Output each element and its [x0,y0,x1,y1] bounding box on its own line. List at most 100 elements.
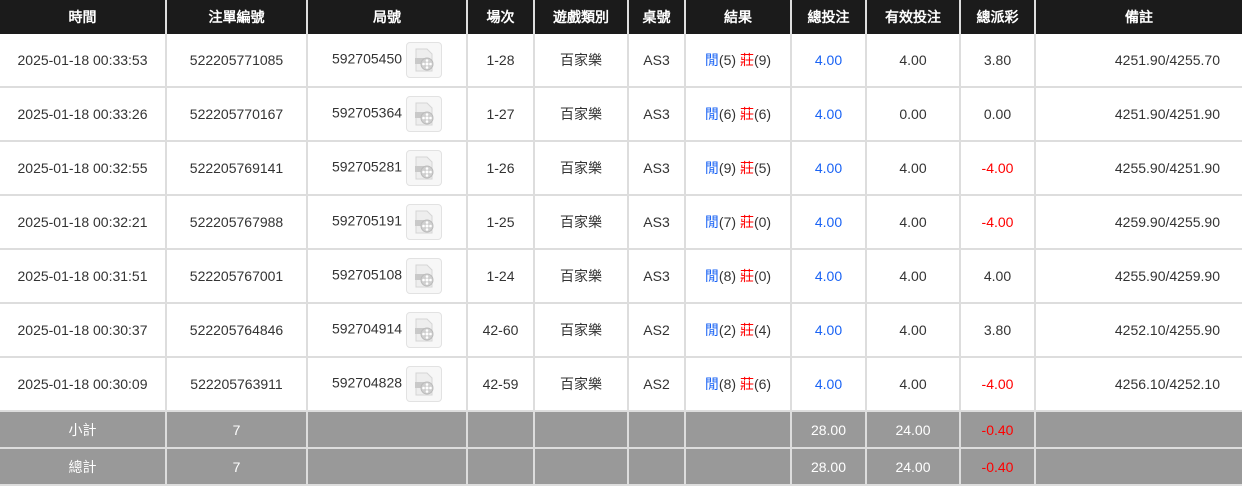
video-replay-icon[interactable] [406,366,443,402]
video-replay-icon[interactable] [406,204,443,240]
note: 4252.10/4255.90 [1034,303,1242,358]
column-header: 局號 [307,0,468,34]
round-id: 592704914 [306,303,468,358]
valid-bet: 4.00 [865,249,961,304]
summary-payout: -0.40 [959,448,1036,486]
table-id: AS3 [627,141,686,196]
banker-label: 莊 [739,160,754,176]
video-replay-icon[interactable] [406,42,443,78]
video-replay-icon[interactable] [406,150,443,186]
result: 閒(6) 莊(6) [684,87,792,142]
shoe: 1-28 [466,34,535,88]
summary-label: 總計 [0,448,167,486]
total-bet: 4.00 [790,195,867,250]
summary-total-bet: 28.00 [790,448,867,486]
total-bet: 4.00 [790,34,867,88]
video-replay-icon[interactable] [406,96,443,132]
shoe: 42-59 [466,357,535,412]
shoe: 42-60 [466,303,535,358]
player-label: 閒 [704,376,719,392]
player-score: (6) [718,106,737,122]
bet-time: 2025-01-18 00:31:51 [0,249,167,304]
valid-bet: 0.00 [865,87,961,142]
payout: 4.00 [959,249,1036,304]
result: 閒(8) 莊(0) [684,249,792,304]
table-row: 2025-01-18 00:30:37 522205764846 5927049… [0,303,1242,358]
shoe: 1-26 [466,141,535,196]
column-header: 備註 [1035,0,1242,34]
column-header: 有效投注 [866,0,961,34]
video-replay-icon[interactable] [406,312,443,348]
banker-score: (6) [753,376,772,392]
game-type: 百家樂 [533,249,629,304]
player-label: 閒 [704,106,719,122]
round-number: 592704914 [331,320,403,337]
valid-bet: 4.00 [865,195,961,250]
table-header: 時間 注單編號 局號 場次 遊戲類別 桌號 結果 總投注 有效投注 總派彩 備註 [0,0,1242,34]
game-type: 百家樂 [533,34,629,88]
video-replay-icon[interactable] [406,258,443,294]
summary-label: 小計 [0,411,167,449]
round-number: 592705191 [331,212,403,229]
note: 4259.90/4255.90 [1034,195,1242,250]
banker-label: 莊 [739,52,754,68]
result: 閒(9) 莊(5) [684,141,792,196]
round-number: 592705450 [331,50,403,67]
bet-id: 522205767001 [165,249,308,304]
table-id: AS3 [627,34,686,88]
round-id: 592705191 [306,195,468,250]
note: 4251.90/4255.70 [1034,34,1242,88]
banker-score: (5) [753,160,772,176]
game-type: 百家樂 [533,357,629,412]
player-score: (2) [718,322,737,338]
table-id: AS3 [627,87,686,142]
bet-id: 522205764846 [165,303,308,358]
note: 4255.90/4251.90 [1034,141,1242,196]
result: 閒(5) 莊(9) [684,34,792,88]
payout: 0.00 [959,87,1036,142]
payout: 3.80 [959,34,1036,88]
bet-id: 522205767988 [165,195,308,250]
shoe: 1-24 [466,249,535,304]
banker-score: (9) [753,52,772,68]
round-id: 592704828 [306,357,468,412]
column-header: 場次 [467,0,535,34]
valid-bet: 4.00 [865,303,961,358]
result: 閒(8) 莊(6) [684,357,792,412]
banker-label: 莊 [739,268,754,284]
column-header: 時間 [0,0,167,34]
bet-id: 522205763911 [165,357,308,412]
total-bet: 4.00 [790,141,867,196]
banker-score: (4) [753,322,772,338]
table-id: AS3 [627,195,686,250]
round-number: 592705281 [331,158,403,175]
banker-score: (6) [753,106,772,122]
subtotal-row: 小計 7 28.00 24.00 -0.40 [0,411,1242,449]
banker-label: 莊 [739,322,754,338]
summary-count: 7 [165,448,308,486]
round-id: 592705364 [306,87,468,142]
game-type: 百家樂 [533,303,629,358]
summary-valid-bet: 24.00 [865,448,961,486]
table-row: 2025-01-18 00:31:51 522205767001 5927051… [0,249,1242,304]
bet-time: 2025-01-18 00:30:09 [0,357,167,412]
banker-score: (0) [753,268,772,284]
round-id: 592705450 [306,34,468,88]
table-id: AS2 [627,303,686,358]
summary-total-bet: 28.00 [790,411,867,449]
note: 4251.90/4251.90 [1034,87,1242,142]
column-header: 總投注 [791,0,867,34]
payout: -4.00 [959,141,1036,196]
banker-score: (0) [753,214,772,230]
round-id: 592705108 [306,249,468,304]
banker-label: 莊 [739,214,754,230]
table-row: 2025-01-18 00:30:09 522205763911 5927048… [0,357,1242,412]
player-score: (7) [718,214,737,230]
bet-id: 522205769141 [165,141,308,196]
column-header: 結果 [685,0,792,34]
table-row: 2025-01-18 00:33:26 522205770167 5927053… [0,87,1242,142]
bet-time: 2025-01-18 00:33:26 [0,87,167,142]
player-score: (9) [718,160,737,176]
round-number: 592705364 [331,104,403,121]
